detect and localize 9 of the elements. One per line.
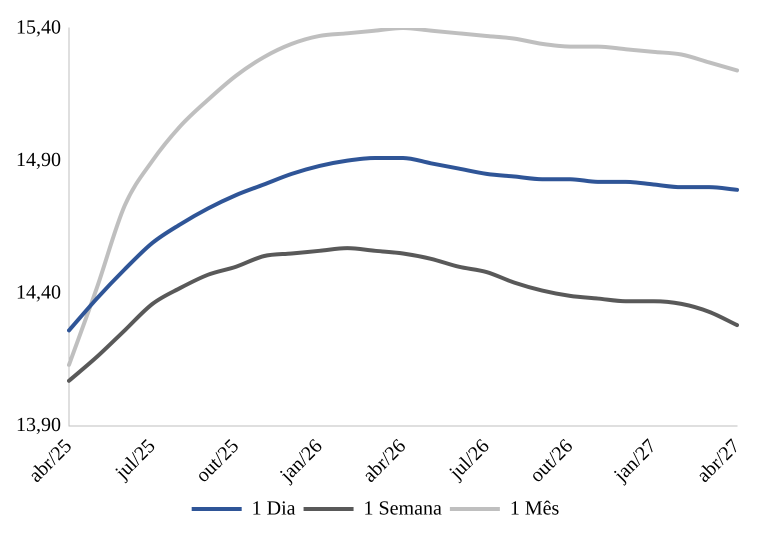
legend-label: 1 Semana [364,497,442,520]
y-tick-label: 14,40 [16,282,61,304]
legend-label: 1 Mês [510,497,560,520]
line-series [67,246,740,383]
y-tick-label: 13,90 [16,414,61,436]
y-tick-label: 15,40 [16,16,61,38]
y-tick-label: 14,90 [16,148,61,171]
line-series [67,156,740,332]
legend-label: 1 Dia [252,497,296,520]
